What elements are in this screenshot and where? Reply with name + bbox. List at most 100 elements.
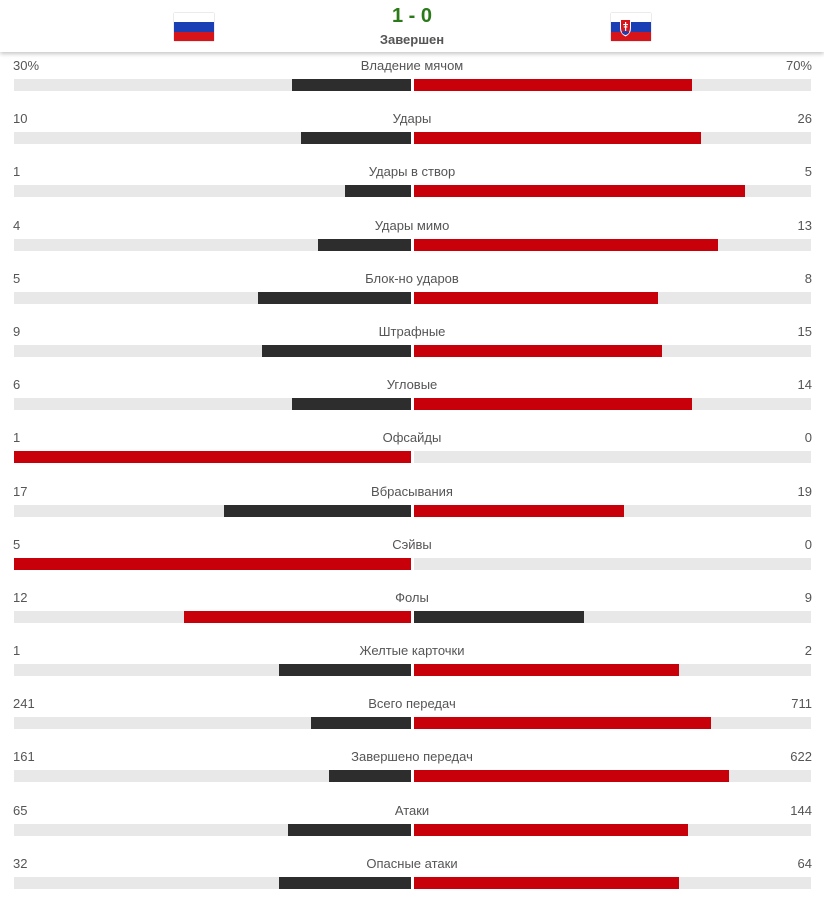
stat-row: 10 Удары 26	[0, 109, 824, 162]
home-stat-value: 6	[13, 377, 21, 393]
away-stat-bar-track	[414, 132, 811, 145]
stat-label: Желтые карточки	[359, 643, 465, 659]
away-stat-bar	[414, 398, 692, 411]
stat-row: 30% Владение мячом 70%	[0, 56, 824, 109]
home-stat-value: 32	[13, 855, 28, 871]
stat-row: 4 Удары мимо 13	[0, 216, 824, 269]
away-stat-bar	[414, 291, 659, 304]
home-stat-bar	[14, 557, 411, 570]
slovakia-flag-icon	[611, 13, 651, 41]
away-stat-value: 14	[797, 377, 812, 393]
home-stat-bar	[317, 238, 411, 251]
home-stat-bar-track	[14, 876, 411, 889]
stat-label: Удары мимо	[374, 217, 450, 233]
stat-row: 9 Штрафные 15	[0, 322, 824, 375]
stat-label: Всего передач	[368, 696, 456, 712]
away-stat-bar-track	[414, 185, 811, 198]
away-stat-bar	[414, 823, 688, 836]
stat-row: 241 Всего передач 711	[0, 694, 824, 747]
stat-row: 17 Вбрасывания 19	[0, 482, 824, 535]
home-stat-bar	[287, 823, 411, 836]
home-stat-value: 5	[13, 270, 21, 286]
russia-flag-icon	[174, 13, 214, 41]
away-stat-value: 622	[790, 749, 812, 765]
away-stat-value: 711	[791, 696, 812, 712]
away-stat-bar	[414, 504, 624, 517]
home-stat-value: 1	[13, 164, 21, 180]
home-stat-value: 10	[13, 111, 28, 127]
home-stat-bar-track	[14, 398, 411, 411]
away-stat-value: 70%	[785, 58, 812, 73]
home-stat-value: 4	[13, 217, 21, 233]
home-stat-bar	[291, 398, 411, 411]
home-stat-bar	[184, 610, 411, 623]
away-stat-bar-track	[414, 557, 811, 570]
away-stat-bar	[414, 185, 745, 198]
stat-label: Штрафные	[378, 323, 446, 339]
stat-row: 161 Завершено передач 622	[0, 747, 824, 800]
home-stat-value: 30%	[13, 58, 40, 73]
away-stat-bar-track	[414, 610, 811, 623]
home-stat-bar	[223, 504, 411, 517]
match-score: 1 - 0	[391, 5, 433, 27]
away-stat-bar	[414, 610, 585, 623]
home-stat-bar-track	[14, 504, 411, 517]
stat-row: 1 Удары в створ 5	[0, 162, 824, 215]
stat-row: 1 Офсайды 0	[0, 428, 824, 481]
home-stat-bar-track	[14, 132, 411, 145]
home-stat-bar-track	[14, 451, 411, 464]
stat-label: Опасные атаки	[366, 855, 458, 871]
home-stat-bar-track	[14, 610, 411, 623]
away-stat-bar-track	[414, 344, 811, 357]
home-stat-bar	[258, 291, 411, 304]
away-stat-bar	[414, 238, 718, 251]
home-stat-bar	[278, 664, 411, 677]
stat-row: 65 Атаки 144	[0, 801, 824, 854]
stat-row: 32 Опасные атаки 64	[0, 854, 824, 907]
away-stat-bar-track	[414, 504, 811, 517]
away-stat-value: 19	[797, 483, 812, 499]
home-stat-bar	[262, 344, 411, 357]
home-stat-bar-track	[14, 770, 411, 783]
home-stat-value: 9	[13, 323, 21, 339]
home-stat-bar	[300, 132, 411, 145]
home-stat-value: 241	[13, 696, 35, 712]
away-stat-value: 15	[797, 323, 812, 339]
away-stat-bar	[414, 664, 679, 677]
home-stat-bar-track	[14, 79, 411, 91]
away-stat-bar-track	[414, 876, 811, 889]
away-stat-bar-track	[414, 451, 811, 464]
away-stat-bar-track	[414, 398, 811, 411]
stat-label: Владение мячом	[360, 58, 464, 73]
home-stat-bar-track	[14, 717, 411, 730]
away-stat-value: 64	[797, 855, 812, 871]
away-stat-bar	[414, 79, 692, 91]
away-stat-bar-track	[414, 79, 811, 91]
home-stat-value: 12	[13, 589, 28, 605]
stat-label: Угловые	[386, 377, 438, 393]
home-stat-value: 17	[13, 483, 28, 499]
away-stat-value: 5	[804, 164, 812, 180]
home-stat-value: 161	[13, 749, 35, 765]
away-stat-value: 0	[804, 430, 812, 446]
home-stat-bar	[291, 79, 411, 91]
away-stat-bar	[414, 876, 679, 889]
match-header: 1 - 0 Завершен	[0, 0, 824, 52]
stat-label: Удары в створ	[368, 164, 456, 180]
home-stat-bar-track	[14, 291, 411, 304]
stat-label: Фолы	[395, 589, 429, 605]
match-status: Завершен	[379, 32, 445, 47]
away-stat-bar	[414, 344, 663, 357]
away-stat-value: 2	[804, 643, 812, 659]
away-stat-value: 144	[790, 802, 812, 818]
away-stat-value: 9	[804, 589, 812, 605]
home-stat-bar-track	[14, 185, 411, 198]
stat-label: Завершено передач	[351, 749, 473, 765]
home-stat-bar	[344, 185, 411, 198]
away-stat-value: 26	[797, 111, 812, 127]
home-stat-bar-track	[14, 823, 411, 836]
stat-row: 6 Угловые 14	[0, 375, 824, 428]
stat-label: Удары	[392, 111, 432, 127]
stat-label: Сэйвы	[392, 536, 432, 552]
away-stat-value: 13	[797, 217, 812, 233]
